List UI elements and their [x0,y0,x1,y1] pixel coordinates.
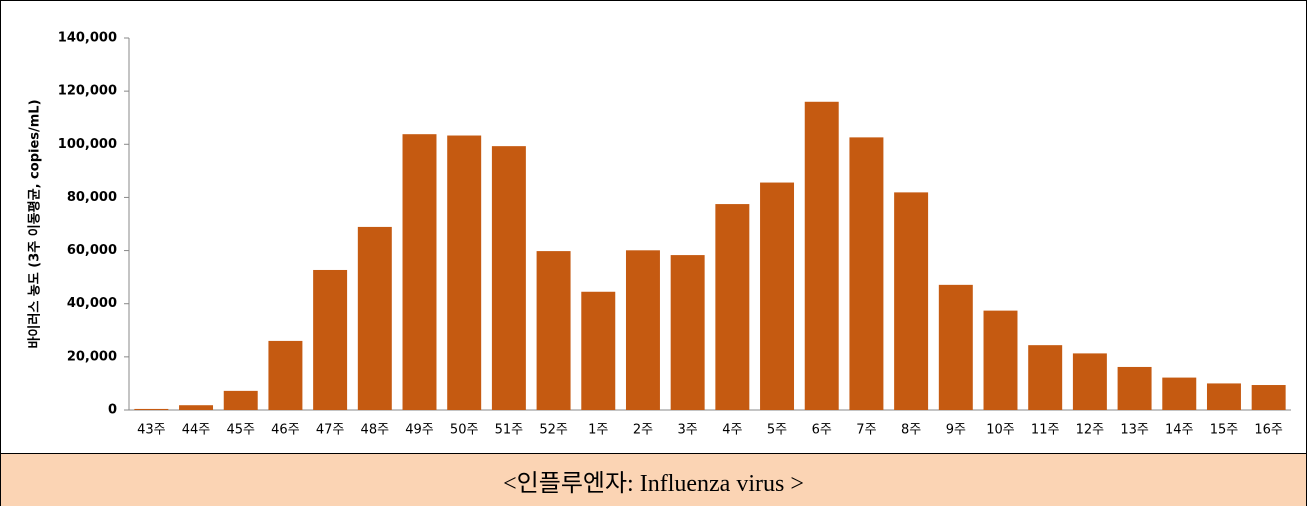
x-tick-label: 6주 [812,423,832,438]
bar [268,340,303,410]
y-tick-label: 40,000 [67,296,117,311]
y-tick-label: 140,000 [58,31,117,46]
bar [1206,383,1241,410]
bar [134,408,169,410]
x-tick-label: 46주 [271,423,300,438]
x-tick-label: 4주 [722,423,742,438]
bar [491,146,526,410]
bar [357,226,392,410]
x-tick-label: 15주 [1210,423,1239,438]
bar [313,269,348,410]
bar [1251,385,1286,410]
x-tick-label: 51주 [495,423,524,438]
bar [849,137,884,410]
bar [1028,345,1063,410]
x-tick-label: 47주 [316,423,345,438]
x-tick-label: 16주 [1254,423,1283,438]
bar [983,310,1018,410]
x-tick-label: 12주 [1076,423,1105,438]
x-tick-label: 9주 [946,423,966,438]
x-tick-label: 5주 [767,423,787,438]
x-tick-label: 43주 [137,423,166,438]
x-tick-label: 13주 [1120,423,1149,438]
bar [1072,353,1107,410]
x-tick-label: 50주 [450,423,479,438]
bar [223,390,258,410]
bar [447,135,482,410]
x-tick-label: 48주 [361,423,390,438]
x-tick-label: 44주 [182,423,211,438]
bar [715,204,750,410]
bar [1117,366,1152,410]
x-tick-label: 3주 [678,423,698,438]
y-tick-label: 0 [108,403,117,418]
bar [670,255,705,410]
y-tick-label: 60,000 [67,243,117,258]
bar [894,192,929,410]
bar [402,134,437,410]
x-tick-label: 11주 [1031,423,1060,438]
y-tick-label: 100,000 [58,137,117,152]
bar [179,405,214,410]
x-tick-label: 45주 [226,423,255,438]
y-tick-label: 120,000 [58,84,117,99]
bar [1162,377,1197,410]
x-tick-label: 10주 [986,423,1015,438]
x-tick-label: 1주 [588,423,608,438]
bar [804,101,839,411]
bar [760,182,795,410]
caption: <인플루엔자: Influenza virus > [1,453,1306,506]
x-tick-label: 2주 [633,423,653,438]
x-tick-label: 8주 [901,423,921,438]
x-tick-label: 14주 [1165,423,1194,438]
bar [536,251,571,410]
bar [581,291,616,410]
y-tick-label: 20,000 [67,349,117,364]
x-tick-label: 49주 [405,423,434,438]
x-tick-label: 7주 [856,423,876,438]
bar [625,250,660,410]
chart: 바이러스 농도 (3주 이동평균, copies/mL) 0 20,000 40,0… [27,31,1291,438]
x-tick-label: 52주 [539,423,568,438]
y-axis-title: 바이러스 농도 (3주 이동평균, copies/mL) [27,99,43,348]
bar [938,284,973,410]
y-tick-label: 80,000 [67,190,117,205]
